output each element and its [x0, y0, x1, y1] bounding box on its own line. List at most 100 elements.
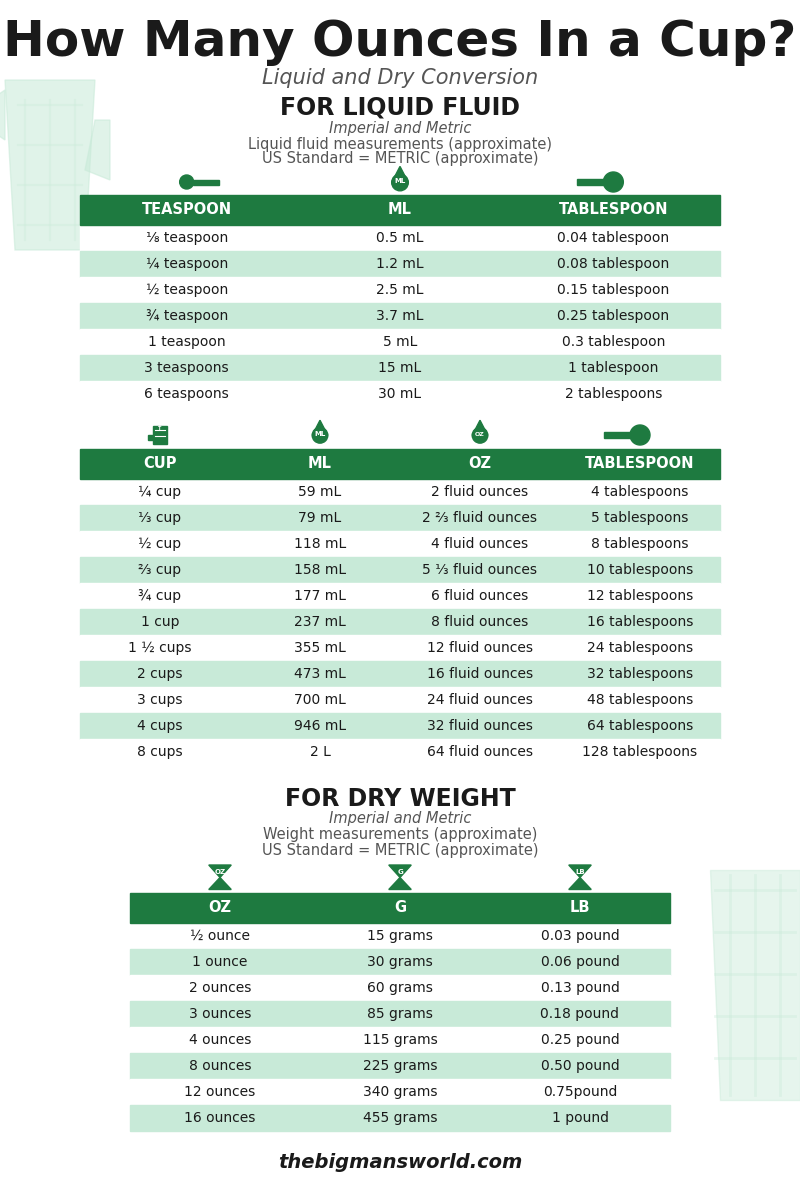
Circle shape [180, 175, 194, 188]
Circle shape [472, 427, 488, 443]
Bar [130, 1079, 670, 1105]
Text: 237 mL: 237 mL [294, 614, 346, 629]
Text: 24 tablespoons: 24 tablespoons [587, 641, 693, 655]
Text: ⅔ cup: ⅔ cup [138, 563, 182, 577]
Text: 12 tablespoons: 12 tablespoons [587, 589, 693, 602]
Text: 15 mL: 15 mL [378, 361, 422, 374]
Polygon shape [389, 865, 411, 877]
Text: ML: ML [394, 179, 406, 185]
Text: 0.5 mL: 0.5 mL [376, 230, 424, 245]
Bar [130, 923, 670, 949]
Polygon shape [392, 167, 408, 182]
Text: 158 mL: 158 mL [294, 563, 346, 577]
Text: OZ: OZ [209, 900, 231, 916]
Text: thebigmansworld.com: thebigmansworld.com [278, 1153, 522, 1172]
Text: 15 grams: 15 grams [367, 929, 433, 943]
Text: ¾ cup: ¾ cup [138, 589, 182, 602]
Bar [80, 557, 720, 583]
Bar [80, 251, 720, 277]
Text: Liquid fluid measurements (approximate): Liquid fluid measurements (approximate) [248, 137, 552, 151]
Text: 59 mL: 59 mL [298, 485, 342, 499]
Text: 4 ounces: 4 ounces [189, 1033, 251, 1046]
Polygon shape [5, 80, 95, 250]
Text: 16 tablespoons: 16 tablespoons [587, 614, 693, 629]
Text: ML: ML [388, 203, 412, 217]
Text: 0.18 pound: 0.18 pound [541, 1007, 619, 1021]
Bar [80, 505, 720, 530]
Text: TABLESPOON: TABLESPOON [586, 456, 694, 472]
Text: 0.75pound: 0.75pound [543, 1085, 617, 1099]
Text: 64 fluid ounces: 64 fluid ounces [427, 745, 533, 758]
Text: LB: LB [575, 869, 585, 875]
Bar [153, 426, 167, 444]
Text: 85 grams: 85 grams [367, 1007, 433, 1021]
Text: FOR DRY WEIGHT: FOR DRY WEIGHT [285, 787, 515, 811]
Text: 60 grams: 60 grams [367, 982, 433, 995]
Text: 2 cups: 2 cups [138, 667, 182, 680]
Bar [80, 713, 720, 739]
Bar [130, 949, 670, 974]
Polygon shape [209, 877, 231, 889]
Text: 30 mL: 30 mL [378, 386, 422, 401]
Text: 0.15 tablespoon: 0.15 tablespoon [558, 283, 670, 296]
Text: 0.25 tablespoon: 0.25 tablespoon [558, 308, 670, 323]
Text: 1.2 mL: 1.2 mL [376, 257, 424, 271]
Text: Liquid and Dry Conversion: Liquid and Dry Conversion [262, 68, 538, 88]
Text: TEASPOON: TEASPOON [142, 203, 232, 217]
Text: 1 ounce: 1 ounce [192, 955, 248, 970]
Text: 0.03 pound: 0.03 pound [541, 929, 619, 943]
Text: 2 fluid ounces: 2 fluid ounces [431, 485, 529, 499]
Polygon shape [569, 865, 591, 877]
Polygon shape [569, 877, 591, 889]
Text: 12 fluid ounces: 12 fluid ounces [427, 641, 533, 655]
Text: 473 mL: 473 mL [294, 667, 346, 680]
Text: 3.7 mL: 3.7 mL [376, 308, 424, 323]
Text: 115 grams: 115 grams [362, 1033, 438, 1046]
Text: US Standard = METRIC (approximate): US Standard = METRIC (approximate) [262, 842, 538, 858]
Bar [604, 432, 634, 438]
Text: How Many Ounces In a Cup?: How Many Ounces In a Cup? [3, 18, 797, 66]
Text: Weight measurements (approximate): Weight measurements (approximate) [263, 828, 537, 842]
Bar [130, 1054, 670, 1079]
Bar [80, 583, 720, 608]
Text: 32 tablespoons: 32 tablespoons [587, 667, 693, 680]
Bar [80, 479, 720, 505]
Text: 5 tablespoons: 5 tablespoons [591, 511, 689, 526]
Text: 10 tablespoons: 10 tablespoons [587, 563, 693, 577]
Text: 0.50 pound: 0.50 pound [541, 1058, 619, 1073]
Circle shape [392, 174, 408, 191]
Text: 2 L: 2 L [310, 745, 330, 758]
Text: 5 ⅓ fluid ounces: 5 ⅓ fluid ounces [422, 563, 538, 577]
Text: 8 cups: 8 cups [137, 745, 183, 758]
Circle shape [630, 425, 650, 445]
Text: 4 tablespoons: 4 tablespoons [591, 485, 689, 499]
Text: 30 grams: 30 grams [367, 955, 433, 970]
Polygon shape [0, 90, 5, 140]
Text: 79 mL: 79 mL [298, 511, 342, 526]
Text: 455 grams: 455 grams [362, 1111, 438, 1126]
Text: 0.08 tablespoon: 0.08 tablespoon [558, 257, 670, 271]
Text: US Standard = METRIC (approximate): US Standard = METRIC (approximate) [262, 151, 538, 167]
Text: 225 grams: 225 grams [362, 1058, 438, 1073]
Polygon shape [472, 420, 488, 436]
Text: 8 fluid ounces: 8 fluid ounces [431, 614, 529, 629]
Text: ½ cup: ½ cup [138, 538, 182, 551]
Text: 8 ounces: 8 ounces [189, 1058, 251, 1073]
Text: Imperial and Metric: Imperial and Metric [329, 120, 471, 136]
Text: 1 teaspoon: 1 teaspoon [148, 335, 226, 349]
Text: 3 ounces: 3 ounces [189, 1007, 251, 1021]
Text: FOR LIQUID FLUID: FOR LIQUID FLUID [280, 96, 520, 120]
Text: ⅛ teaspoon: ⅛ teaspoon [146, 230, 228, 245]
Bar [130, 893, 670, 923]
Bar [80, 355, 720, 382]
Text: 12 ounces: 12 ounces [184, 1085, 256, 1099]
Bar [130, 1105, 670, 1130]
Text: 16 ounces: 16 ounces [184, 1111, 256, 1126]
Text: 4 cups: 4 cups [138, 719, 182, 733]
Circle shape [603, 172, 623, 192]
Text: G: G [397, 869, 403, 875]
Text: OZ: OZ [214, 869, 226, 875]
Text: 128 tablespoons: 128 tablespoons [582, 745, 698, 758]
Text: 2 tablespoons: 2 tablespoons [565, 386, 662, 401]
Text: 1 ½ cups: 1 ½ cups [128, 641, 192, 655]
